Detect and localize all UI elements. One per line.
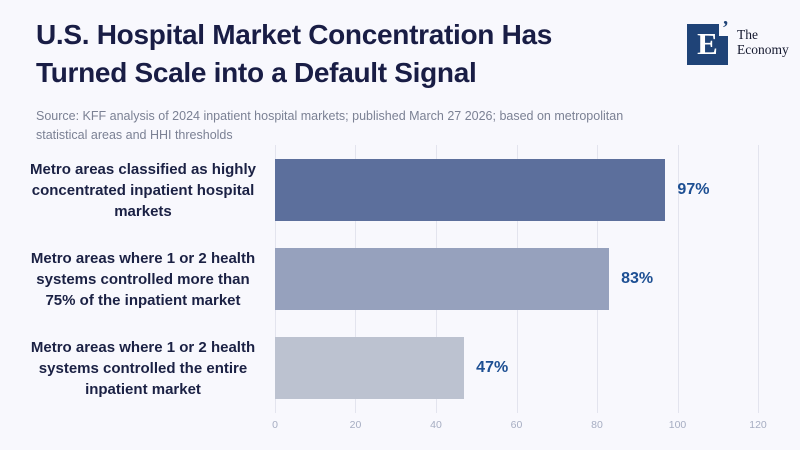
brand-logo: E ’ The Economy [687,18,789,65]
logo-mark: E ’ [687,18,732,65]
bar-row: Metro areas classified as highly concent… [0,159,800,221]
gridline [677,145,679,413]
bar-row: Metro areas where 1 or 2 health systems … [0,248,800,310]
x-tick-label: 120 [749,419,767,431]
bar-track: 97% [275,159,758,221]
category-label: Metro areas where 1 or 2 health systems … [30,338,256,398]
category-label: Metro areas classified as highly concent… [30,160,256,220]
bar-track: 47% [275,337,758,399]
source-line-1: Source: KFF analysis of 2024 inpatient h… [36,109,624,123]
title-line-2: Turned Scale into a Default Signal [36,57,477,88]
x-tick-label: 0 [272,419,278,431]
logo-quote-notch: ’ [719,17,732,39]
bar-row: Metro areas where 1 or 2 health systems … [0,337,800,399]
x-tick-label: 40 [430,419,442,431]
value-label: 83% [621,270,654,287]
page-title: U.S. Hospital Market Concentration Has T… [36,16,552,92]
value-label: 97% [677,181,710,198]
bar [275,337,465,399]
title-line-1: U.S. Hospital Market Concentration Has [36,19,553,50]
source-line-2: statistical areas and HHI thresholds [36,128,233,142]
logo-letter: E [697,26,718,61]
x-tick-labels: 0 20 40 60 80 100 120 [272,419,767,433]
logo-wordmark-line-1: The [737,27,758,42]
category-label: Metro areas where 1 or 2 health systems … [30,249,256,309]
bar [275,248,610,310]
bar-chart: Metro areas classified as highly concent… [0,159,800,426]
bar [275,159,666,221]
logo-wordmark: The Economy [737,27,789,65]
source-note: Source: KFF analysis of 2024 inpatient h… [36,107,623,145]
value-label: 47% [476,359,509,376]
bar-track: 83% [275,248,758,310]
x-tick-label: 100 [668,419,687,431]
x-tick-label: 60 [510,419,523,431]
x-tick-label: 20 [349,419,362,431]
logo-wordmark-line-2: Economy [737,42,789,57]
gridline [758,145,759,413]
logo-quote-icon: ’ [722,17,729,39]
x-tick-label: 80 [591,419,603,431]
